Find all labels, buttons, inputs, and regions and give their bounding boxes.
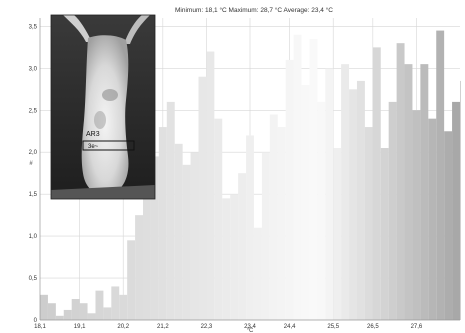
histogram-bar (230, 194, 239, 320)
chart-title: Minimum: 18,1 °C Maximum: 28,7 °C Averag… (175, 6, 333, 14)
histogram-bar (404, 64, 413, 320)
histogram-bar (356, 80, 365, 321)
histogram-bar (452, 101, 460, 320)
histogram-bar (253, 227, 262, 320)
histogram-bar (364, 127, 373, 320)
histogram-bar (71, 299, 80, 320)
x-tick-label: 22,3 (201, 324, 213, 330)
histogram-bar (143, 194, 151, 320)
histogram-bar (372, 47, 381, 320)
histogram-bar (190, 152, 199, 320)
histogram-bar (396, 43, 405, 321)
inset-measure-box (82, 140, 135, 151)
y-tick-label: 0,5 (29, 276, 38, 282)
x-tick-label: 25,5 (327, 324, 339, 330)
histogram-bar (269, 114, 278, 320)
y-tick-label: 2,0 (29, 150, 38, 156)
histogram-bar (198, 76, 207, 320)
histogram-bar (166, 101, 175, 320)
x-tick-label: 20,2 (117, 324, 129, 330)
histogram-bar (119, 294, 128, 320)
histogram-bar (317, 101, 326, 320)
right-leg-shape (124, 15, 150, 44)
histogram-bar (420, 64, 429, 320)
histogram-bar (261, 152, 270, 320)
histogram-bar (293, 34, 302, 321)
histogram-bar (341, 64, 350, 320)
histogram-bar (127, 240, 136, 320)
x-tick-label: 18,1 (34, 324, 46, 330)
hotspot-shape (94, 111, 106, 129)
x-axis-label: °C (247, 328, 254, 333)
inset-marker-label: AR3 (86, 131, 100, 138)
histogram-bar (47, 303, 56, 320)
histogram-bar (277, 127, 286, 320)
histogram-bar (436, 30, 445, 320)
histogram-bar (325, 68, 334, 320)
y-tick-label: 1,0 (29, 234, 38, 240)
histogram-bar (40, 294, 48, 320)
histogram-bar (206, 51, 215, 321)
histogram-bar (412, 110, 421, 321)
y-tick-label: 2,5 (29, 108, 38, 114)
histogram-bar (182, 164, 191, 320)
histogram-bar (79, 303, 88, 320)
inset-border (50, 14, 156, 200)
histogram-bar (63, 309, 72, 320)
histogram-bar (158, 127, 167, 320)
histogram-bar (55, 315, 64, 320)
hotspot-shape (102, 89, 118, 101)
y-tick-label: 3,5 (29, 24, 38, 30)
foot-shape (81, 35, 129, 196)
histogram-bar (460, 80, 461, 321)
thermal-image-inset: AR3 3e~ (50, 14, 156, 200)
y-tick-label: 1,5 (29, 192, 38, 198)
histogram-bar (103, 307, 112, 320)
x-tick-label: 21,2 (157, 324, 169, 330)
x-tick-label: 27,6 (411, 324, 423, 330)
y-tick-labels: 0 0,5 1,0 1,5 2,0 2,5 3,0 3,5 (29, 24, 38, 324)
histogram-bars (40, 30, 461, 321)
x-tick-label: 23,4 (244, 324, 256, 330)
histogram-bar (285, 59, 294, 320)
histogram-bar (111, 286, 120, 320)
histogram-bar (349, 89, 357, 320)
histogram-bar (214, 118, 223, 321)
inset-box-label: 3e~ (88, 144, 99, 150)
histogram-bar (238, 173, 247, 320)
histogram-bar (135, 215, 144, 320)
y-tick-label: 0 (34, 318, 38, 324)
floor-shape (51, 185, 155, 199)
histogram-bar (380, 148, 389, 320)
left-leg-shape (63, 15, 92, 42)
x-tick-labels: 18,1 19,1 20,2 21,2 22,3 23,4 24,4 25,5 26,5 27,6 (34, 324, 423, 330)
histogram-bar (87, 313, 96, 320)
x-tick-label: 26,5 (367, 324, 379, 330)
axes (39, 18, 460, 321)
histogram-bar (246, 135, 254, 320)
histogram-bar (333, 148, 342, 320)
histogram-bar (444, 131, 453, 320)
x-tick-label: 24,4 (284, 324, 296, 330)
histogram-bar (428, 118, 437, 321)
histogram-bar (309, 38, 318, 320)
y-axis-label: # (29, 161, 33, 167)
histogram-bar (95, 290, 104, 320)
y-tick-label: 3,0 (29, 66, 38, 72)
histogram-bar (301, 85, 310, 320)
histogram-bar (174, 143, 183, 320)
histogram-bar (388, 101, 397, 320)
histogram-bar (150, 156, 159, 320)
histogram-bar (222, 198, 231, 320)
x-tick-label: 19,1 (74, 324, 86, 330)
